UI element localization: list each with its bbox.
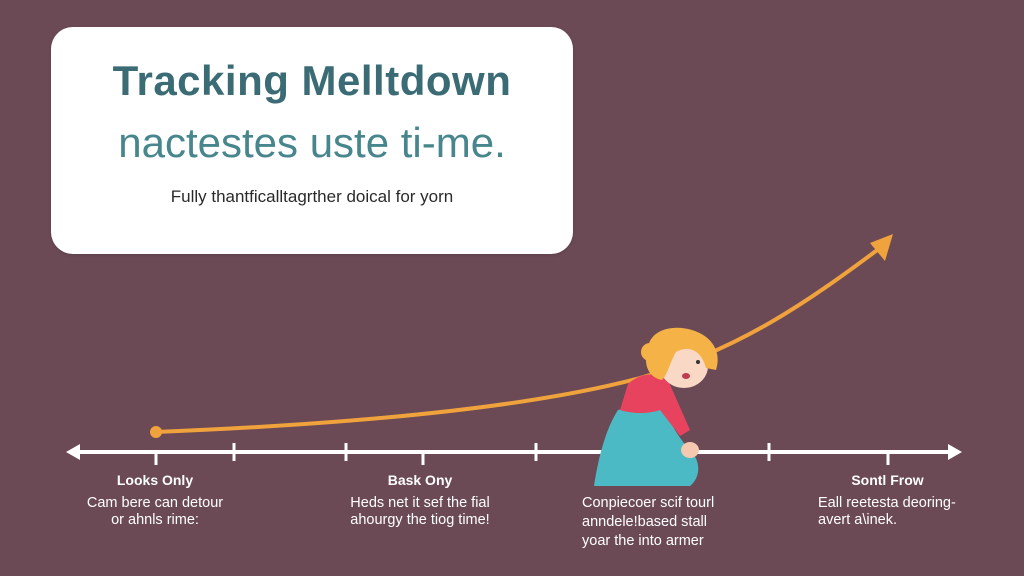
timeline-axis (66, 443, 962, 465)
trend-arrow-icon (150, 234, 893, 438)
milestone-description: Cam bere can detour or ahnls rime: (86, 495, 224, 528)
arrow-left-icon (66, 444, 80, 460)
milestone-description: Conpiecoer scif tourl anndele!based stal… (582, 495, 715, 549)
page-caption: Fully thantficalltagrther doical for yor… (170, 187, 454, 206)
milestone-2: Bask Ony Heds net it sef the fial ahourg… (320, 472, 520, 529)
page-subtitle: nactestes uste ti-me. (118, 119, 506, 166)
arrow-right-icon (948, 444, 962, 460)
header-card: Tracking Melltdown nactestes uste ti-me.… (51, 27, 573, 254)
milestone-description: Eall reetesta deoring- avert a\inek. (818, 495, 956, 528)
milestone-heading: Bask Ony (387, 472, 453, 488)
milestone-1: Looks Only Cam bere can detour or ahnls … (60, 472, 250, 529)
page-title: Tracking Melltdown (112, 57, 512, 104)
milestone-4: Sontl Frow Eall reetesta deoring- avert … (800, 472, 975, 529)
kneeling-woman-icon (594, 327, 718, 486)
milestone-3: Conpiecoer scif tourl anndele!based stal… (582, 494, 762, 551)
milestone-heading: Looks Only (116, 472, 194, 488)
milestone-heading: Sontl Frow (851, 472, 924, 488)
milestone-description: Heds net it sef the fial ahourgy the tio… (350, 495, 490, 528)
